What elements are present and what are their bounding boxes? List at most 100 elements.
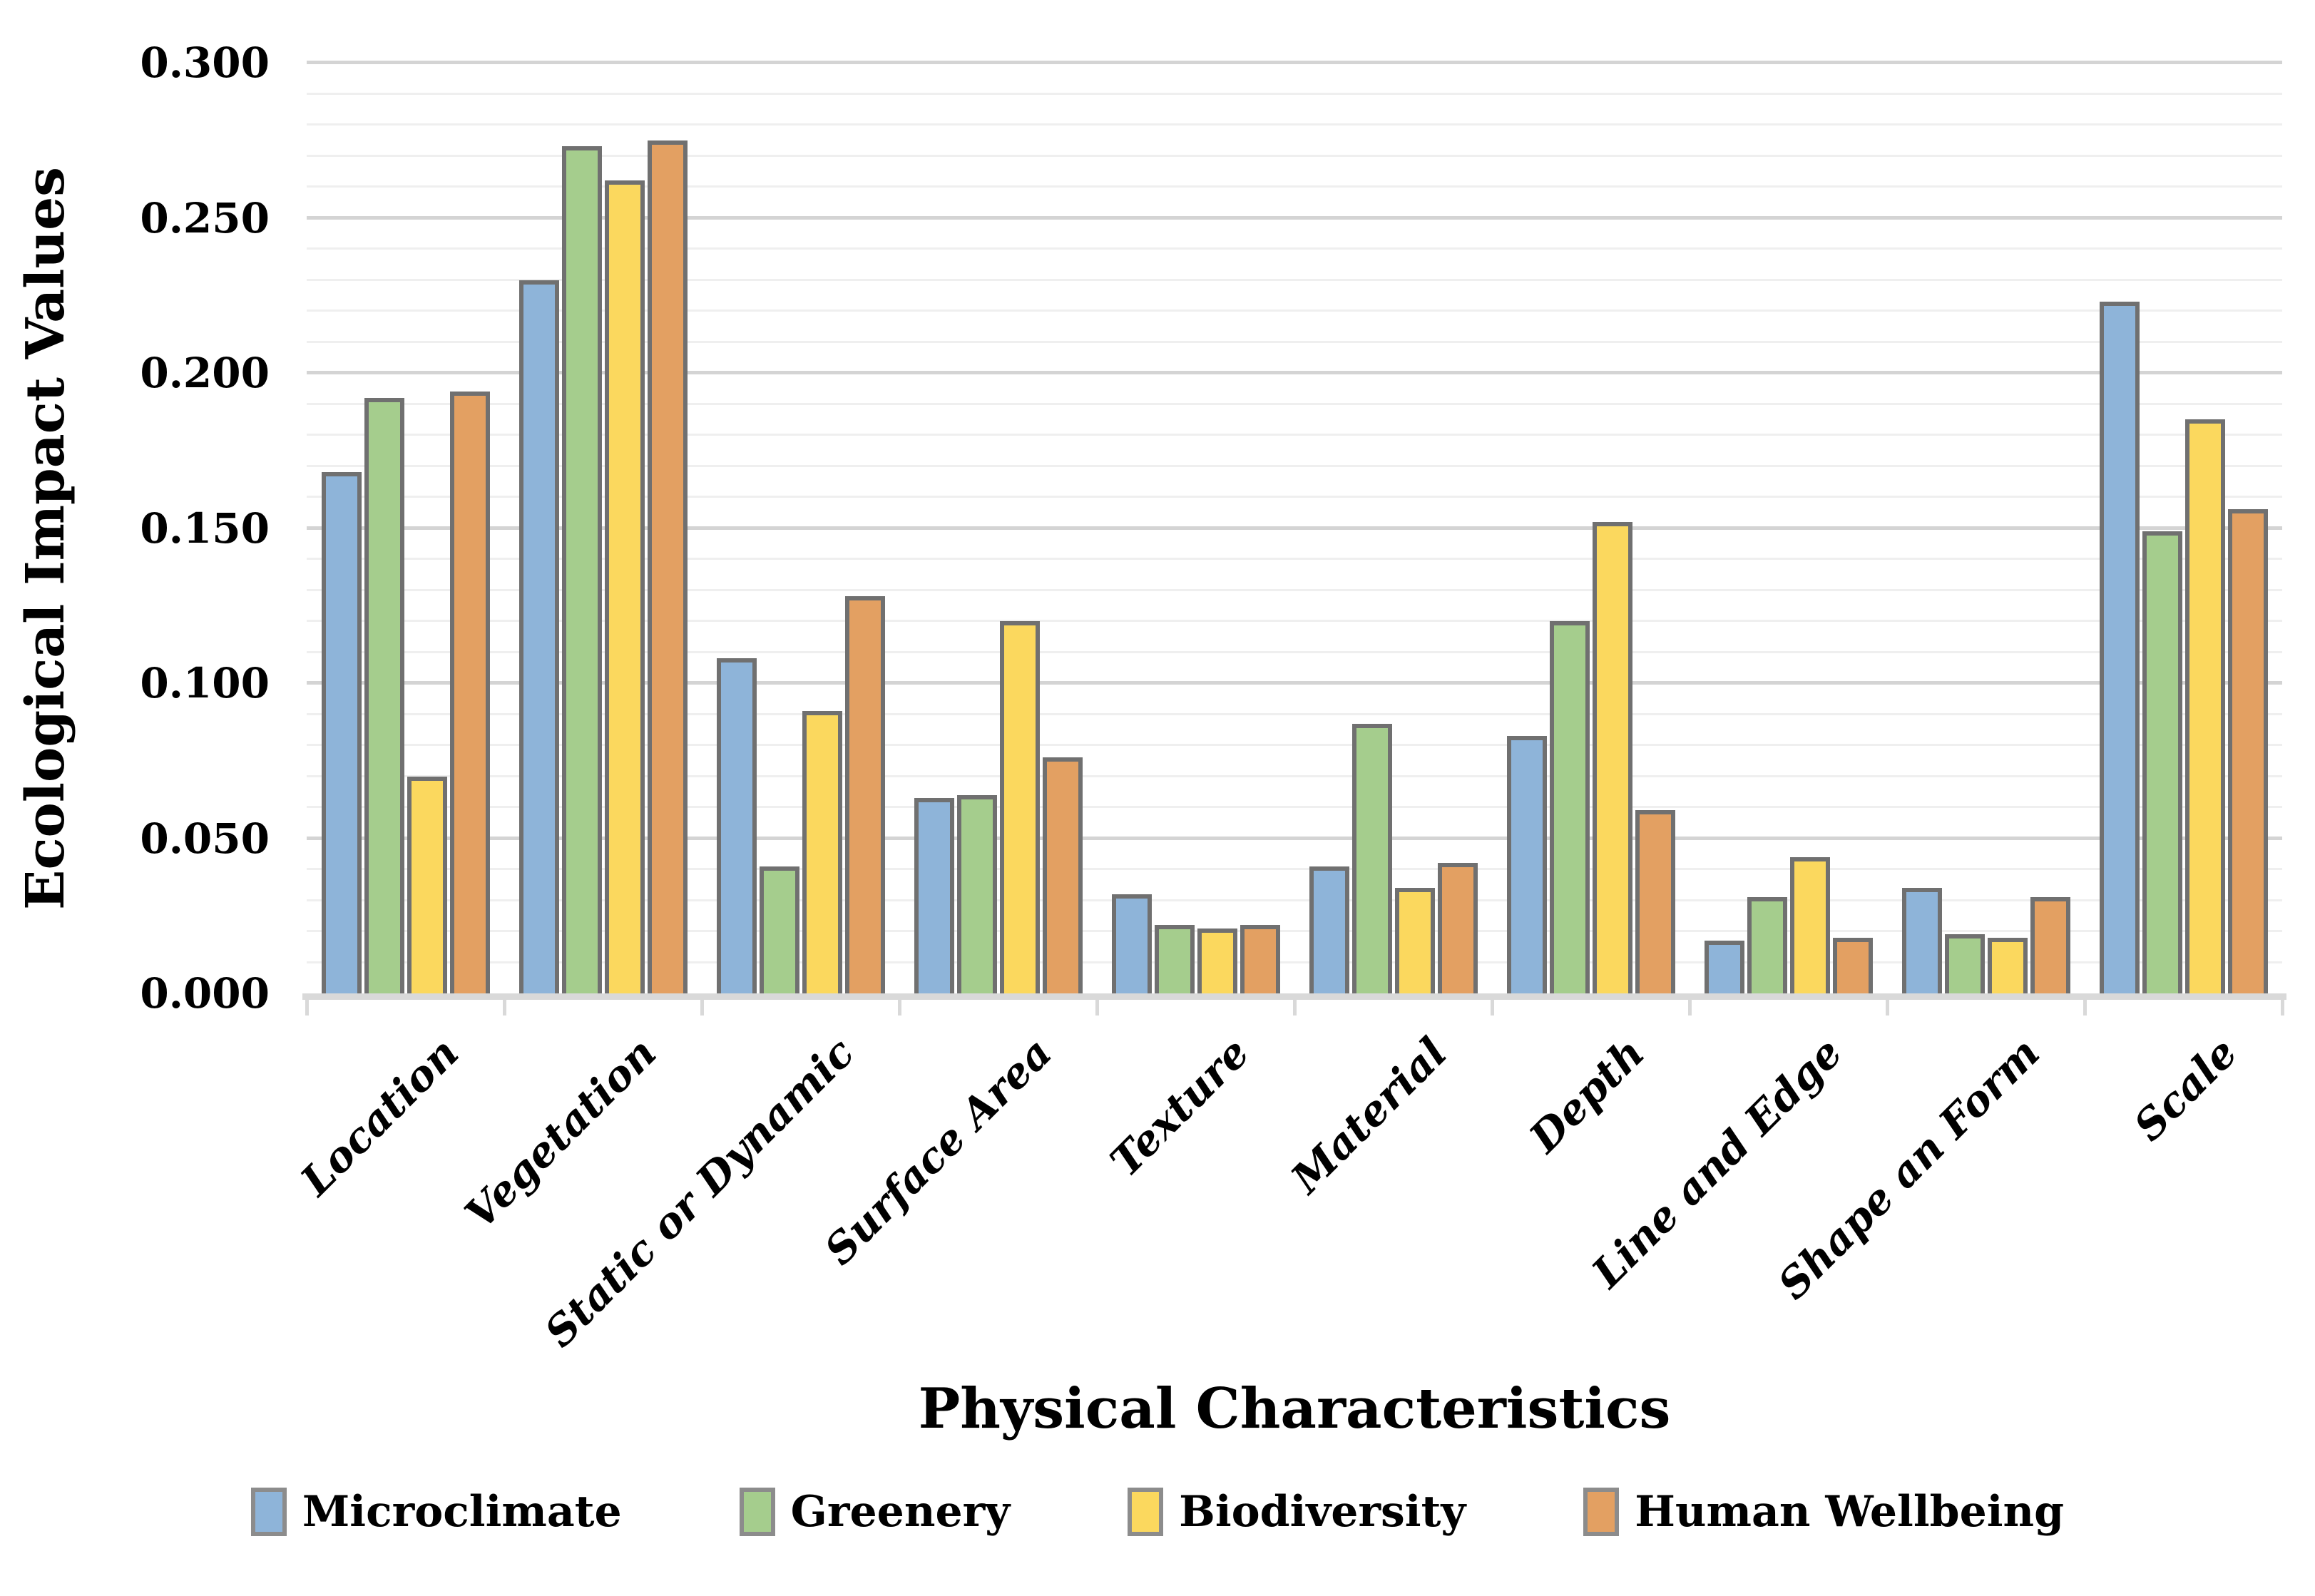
bar-group-line-and-edge	[1690, 63, 1887, 993]
bar-human-wellbeing	[2030, 897, 2070, 993]
major-gridline	[307, 836, 2282, 840]
x-category-label: Vegetation	[456, 1028, 666, 1239]
bars-layer	[307, 63, 2282, 993]
bar-human-wellbeing	[1437, 863, 1478, 993]
bar-group-depth	[1492, 63, 1690, 993]
legend-swatch-icon	[1583, 1488, 1620, 1536]
minor-gridline	[307, 340, 2282, 343]
chart-legend: Microclimate Greenery Biodiversity Human We…	[0, 1487, 2315, 1537]
minor-gridline	[307, 434, 2282, 436]
bar-greenery	[561, 146, 602, 993]
bar-human-wellbeing	[844, 596, 885, 993]
bar-group-surface-area	[899, 63, 1097, 993]
bar-human-wellbeing	[2227, 509, 2268, 993]
bar-biodiversity	[1789, 856, 1830, 993]
bar-biodiversity	[2184, 419, 2225, 993]
legend-swatch-icon	[739, 1488, 775, 1536]
y-tick-label: 0.300	[140, 39, 270, 87]
major-gridline	[307, 681, 2282, 685]
bar-group-shape-an-form	[1887, 63, 2085, 993]
bar-microclimate	[716, 658, 757, 993]
minor-gridline	[307, 899, 2282, 901]
minor-gridline	[307, 278, 2282, 281]
minor-gridline	[307, 558, 2282, 560]
bar-human-wellbeing	[449, 392, 490, 993]
legend-item-microclimate: Microclimate	[250, 1487, 622, 1537]
bar-group-scale	[2085, 63, 2282, 993]
bar-human-wellbeing	[1832, 937, 1873, 993]
bar-biodiversity	[407, 776, 447, 993]
major-gridline	[307, 526, 2282, 530]
bar-greenery	[364, 397, 404, 993]
minor-gridline	[307, 402, 2282, 405]
x-category-label: Location	[292, 1028, 469, 1205]
bar-biodiversity	[802, 711, 842, 993]
minor-gridline	[307, 185, 2282, 188]
bar-microclimate	[1506, 735, 1547, 993]
x-category-label: Scale	[2124, 1028, 2247, 1150]
bar-greenery	[2142, 531, 2182, 993]
bar-biodiversity	[1394, 888, 1435, 993]
x-axis-tick	[1886, 993, 1889, 1016]
bar-group-static-or-dynamic	[702, 63, 899, 993]
y-tick-label: 0.100	[140, 659, 270, 707]
minor-gridline	[307, 247, 2282, 250]
x-axis-tick	[1293, 993, 1297, 1016]
plot-area	[302, 61, 2286, 1016]
x-category-label: Material	[1282, 1028, 1456, 1203]
minor-gridline	[307, 744, 2282, 747]
minor-gridline	[307, 92, 2282, 95]
bar-greenery	[759, 866, 799, 993]
legend-label: Human Wellbeing	[1635, 1487, 2065, 1537]
minor-gridline	[307, 650, 2282, 653]
bar-microclimate	[1901, 888, 1942, 993]
legend-label: Greenery	[790, 1487, 1011, 1537]
bar-biodiversity	[1987, 937, 2028, 993]
x-axis-tick	[898, 993, 901, 1016]
bar-biodiversity	[604, 180, 645, 993]
bar-human-wellbeing	[647, 140, 688, 993]
y-tick-label: 0.000	[140, 969, 270, 1018]
minor-gridline	[307, 961, 2282, 963]
y-tick-label: 0.250	[140, 193, 270, 242]
bar-group-location	[307, 63, 504, 993]
legend-item-biodiversity: Biodiversity	[1128, 1487, 1466, 1537]
legend-swatch-icon	[1128, 1488, 1164, 1536]
bar-greenery	[956, 794, 997, 993]
bar-microclimate	[1704, 941, 1744, 993]
bar-greenery	[1944, 934, 1985, 993]
minor-gridline	[307, 123, 2282, 126]
y-tick-label: 0.050	[140, 814, 270, 863]
bar-human-wellbeing	[1042, 757, 1083, 993]
bar-microclimate	[518, 280, 559, 993]
bar-greenery	[1351, 723, 1392, 993]
y-tick-label: 0.200	[140, 349, 270, 397]
bar-group-vegetation	[504, 63, 702, 993]
x-category-label: Depth	[1520, 1028, 1654, 1162]
y-axis-tick-labels: 0.000 0.050 0.100 0.150 0.200 0.250 0.300	[0, 42, 285, 1014]
minor-gridline	[307, 154, 2282, 157]
bar-greenery	[1154, 925, 1195, 993]
minor-gridline	[307, 496, 2282, 498]
x-axis-tick	[2083, 993, 2087, 1016]
bar-biodiversity	[1592, 521, 1632, 993]
legend-item-human-wellbeing: Human Wellbeing	[1583, 1487, 2064, 1537]
bar-microclimate	[1309, 866, 1349, 993]
x-category-labels: Location Vegetation Static or Dynamic Surfa…	[292, 1028, 2282, 1371]
bar-greenery	[1747, 897, 1787, 993]
bar-group-material	[1294, 63, 1492, 993]
bar-microclimate	[2099, 301, 2140, 993]
legend-item-greenery: Greenery	[739, 1487, 1011, 1537]
minor-gridline	[307, 806, 2282, 808]
x-axis-title: Physical Characteristics	[918, 1376, 1671, 1441]
x-axis-tick	[700, 993, 704, 1016]
legend-label: Biodiversity	[1179, 1487, 1466, 1537]
major-gridline	[307, 371, 2282, 375]
minor-gridline	[307, 774, 2282, 777]
major-gridline	[307, 61, 2282, 64]
bar-microclimate	[1111, 894, 1152, 993]
x-axis-tick	[305, 993, 309, 1016]
minor-gridline	[307, 712, 2282, 715]
y-tick-label: 0.150	[140, 503, 270, 553]
